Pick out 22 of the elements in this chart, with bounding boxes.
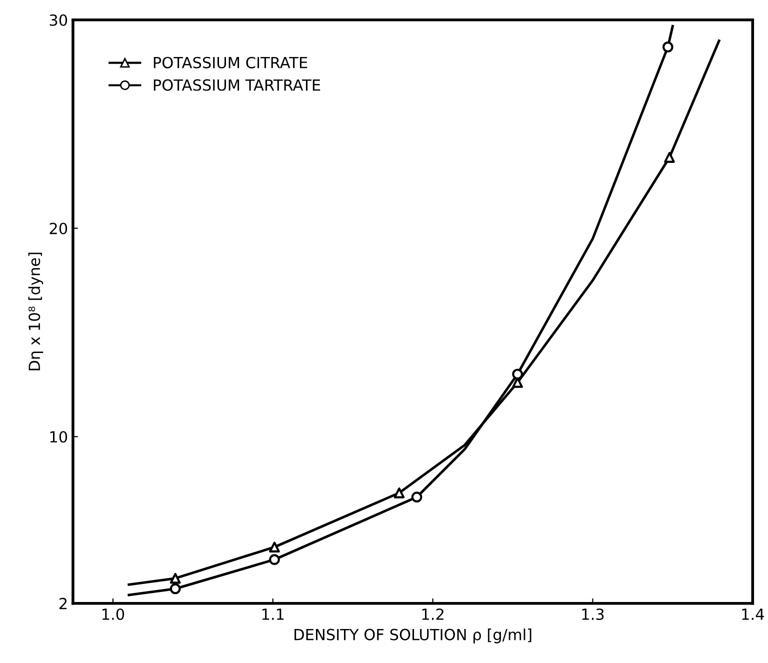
legend-label: POTASSIUM CITRATE [154, 56, 308, 68]
y-tick-label: 2 [60, 598, 67, 610]
point [512, 368, 523, 380]
legend-label: POTASSIUM TARTRATE [154, 79, 320, 91]
point [269, 554, 280, 566]
point [662, 42, 674, 52]
x-tick-label: 1.2 [422, 608, 444, 620]
y-axis-title: Dη x 10⁸ [dyne] [28, 252, 44, 370]
point [394, 487, 405, 498]
y-tick-label: 30 [50, 14, 68, 26]
y-tick-label: 20 [50, 222, 68, 234]
point [664, 152, 675, 163]
y-tick-label: 10 [50, 431, 68, 443]
x-tick-label: 1.4 [742, 608, 764, 620]
x-axis-title: DENSITY OF SOLUTION ρ [g/ml] [294, 628, 532, 644]
point [170, 572, 181, 584]
point [411, 492, 422, 502]
x-tick-label: 1.0 [102, 608, 124, 620]
point [269, 542, 280, 553]
x-tick-label: 1.3 [582, 608, 604, 620]
x-tick-label: 1.1 [262, 608, 284, 620]
point [170, 583, 181, 594]
